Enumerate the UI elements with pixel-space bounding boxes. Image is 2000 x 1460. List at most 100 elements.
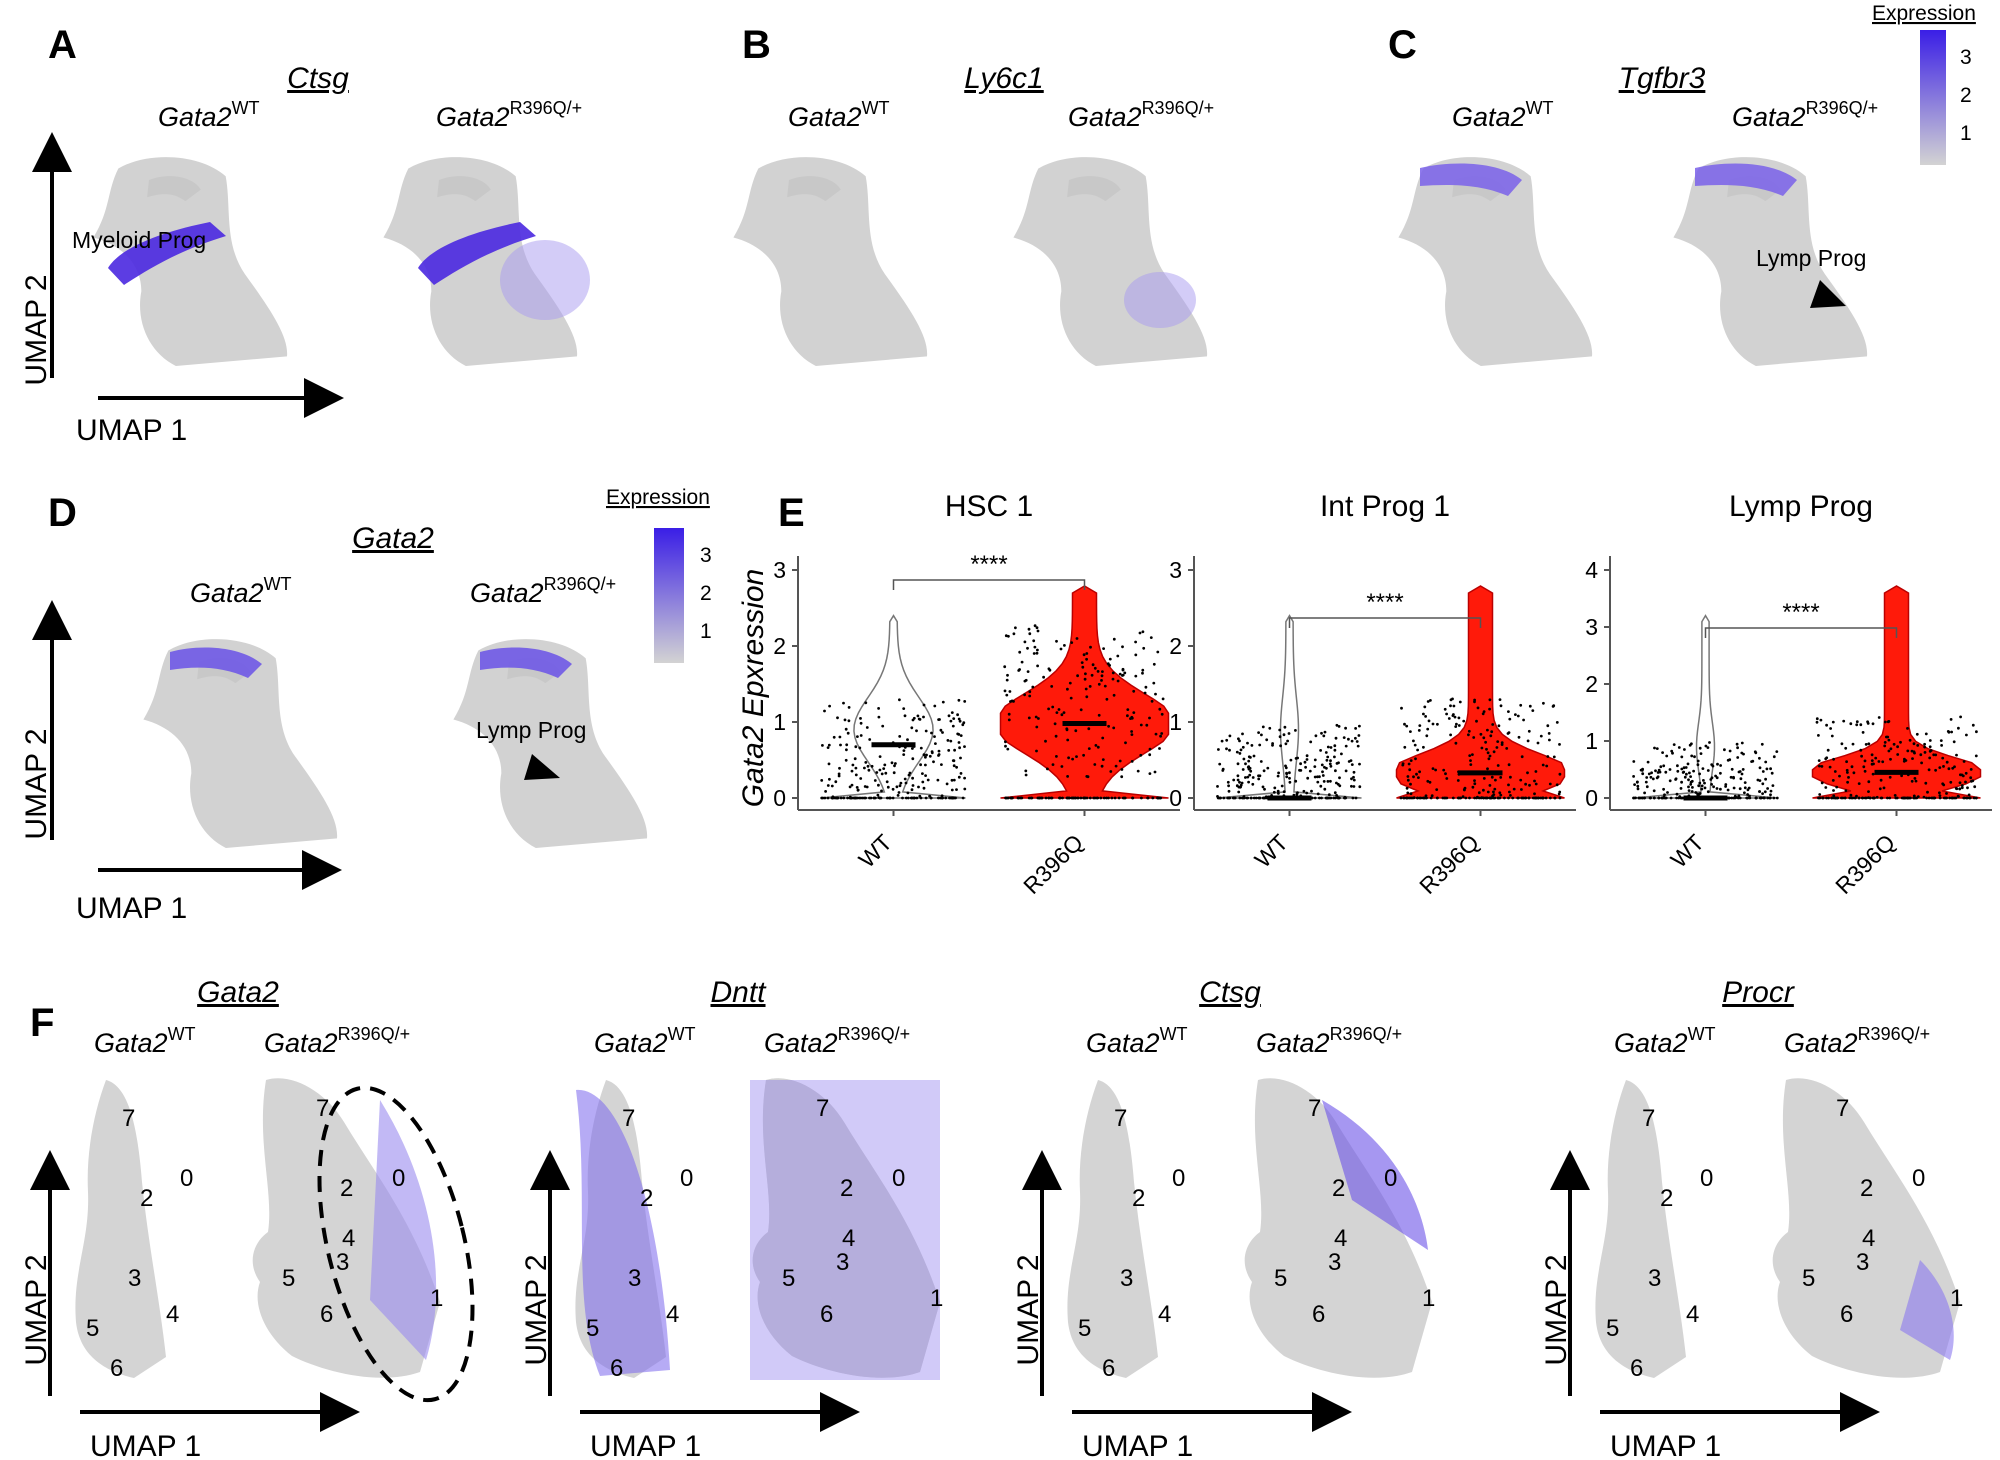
data-point (1555, 783, 1559, 787)
data-point (1320, 796, 1323, 800)
cluster-label: 4 (342, 1225, 355, 1252)
data-point (1130, 715, 1134, 719)
data-point (838, 766, 841, 770)
data-point (951, 724, 955, 728)
data-point (1102, 647, 1105, 650)
data-point (1461, 795, 1465, 799)
data-point (1423, 705, 1427, 709)
data-point (1316, 792, 1320, 796)
data-point (1743, 786, 1747, 790)
data-point (1736, 756, 1740, 759)
data-point (1247, 780, 1250, 784)
legend-tick-3: 3 (700, 544, 712, 567)
data-point (1507, 783, 1510, 787)
data-point (1557, 792, 1561, 796)
data-point (1468, 754, 1472, 757)
cluster-label: 3 (1648, 1265, 1661, 1292)
data-point (1035, 626, 1039, 630)
data-point (1455, 722, 1458, 726)
data-point (1761, 782, 1765, 786)
data-point (1815, 717, 1819, 721)
data-point (1922, 795, 1926, 799)
data-point (1352, 770, 1356, 774)
data-point (1676, 764, 1679, 768)
data-point (1831, 720, 1835, 724)
data-point (961, 723, 965, 727)
data-point (1235, 750, 1239, 754)
data-point (1636, 780, 1639, 784)
data-point (1728, 749, 1732, 753)
mutant-expression-blob (1124, 272, 1196, 328)
data-point (1477, 791, 1481, 795)
cluster-label: 7 (122, 1105, 135, 1132)
data-point (1337, 725, 1341, 728)
data-point (1107, 796, 1110, 800)
data-point (1237, 737, 1240, 741)
data-point (1662, 764, 1666, 768)
data-point (864, 701, 868, 705)
data-point (1493, 796, 1497, 800)
data-point (1844, 746, 1848, 750)
data-point (951, 796, 955, 800)
data-point (1941, 756, 1945, 760)
data-point (1288, 776, 1291, 780)
data-point (910, 788, 914, 792)
data-point (1248, 773, 1252, 777)
data-point (1152, 681, 1156, 685)
data-point (1772, 796, 1776, 800)
data-point (958, 719, 962, 723)
data-point (1035, 651, 1039, 655)
data-point (1499, 776, 1503, 779)
data-point (1426, 779, 1430, 783)
umap2-axis-label: UMAP 2 (1012, 1254, 1045, 1365)
data-point (883, 763, 887, 767)
data-point (1552, 755, 1556, 759)
data-point (1507, 763, 1511, 767)
gene-title: Ctsg (1199, 976, 1261, 1009)
data-point (1849, 722, 1853, 726)
cluster-label: 6 (320, 1301, 333, 1328)
myeloid-prog-highlight-mut (418, 222, 536, 285)
data-point (880, 772, 884, 776)
data-point (1027, 796, 1031, 800)
data-point (1925, 796, 1928, 800)
data-point (1324, 796, 1328, 800)
data-point (1825, 723, 1828, 727)
data-point (1333, 791, 1337, 795)
data-point (1818, 793, 1822, 796)
cluster-label: 3 (628, 1265, 641, 1292)
data-point (1689, 783, 1693, 786)
data-point (1652, 796, 1656, 800)
data-point (1477, 796, 1481, 800)
data-point (1036, 648, 1039, 652)
data-point (1134, 653, 1138, 657)
data-point (1148, 716, 1151, 720)
data-point (1434, 768, 1437, 772)
data-point (1698, 772, 1701, 776)
data-point (1743, 791, 1746, 795)
data-point (1698, 746, 1702, 750)
data-point (1861, 731, 1865, 734)
dntt-mut-overlay (750, 1080, 940, 1380)
data-point (896, 794, 900, 797)
data-point (1949, 718, 1953, 721)
data-point (1085, 695, 1089, 699)
data-point (948, 796, 951, 800)
data-point (880, 789, 883, 793)
data-point (1879, 778, 1883, 782)
data-point (1075, 755, 1078, 758)
data-point (1061, 796, 1064, 800)
data-point (1908, 738, 1912, 742)
data-point (1683, 748, 1686, 751)
data-point (882, 767, 886, 770)
data-point (1492, 790, 1495, 794)
data-point (1324, 751, 1328, 754)
data-point (1732, 786, 1736, 790)
data-point (1136, 769, 1140, 773)
data-point (1732, 776, 1735, 780)
data-point (1820, 781, 1824, 785)
data-point (1220, 739, 1224, 743)
data-point (1696, 759, 1700, 763)
data-point (950, 788, 954, 792)
